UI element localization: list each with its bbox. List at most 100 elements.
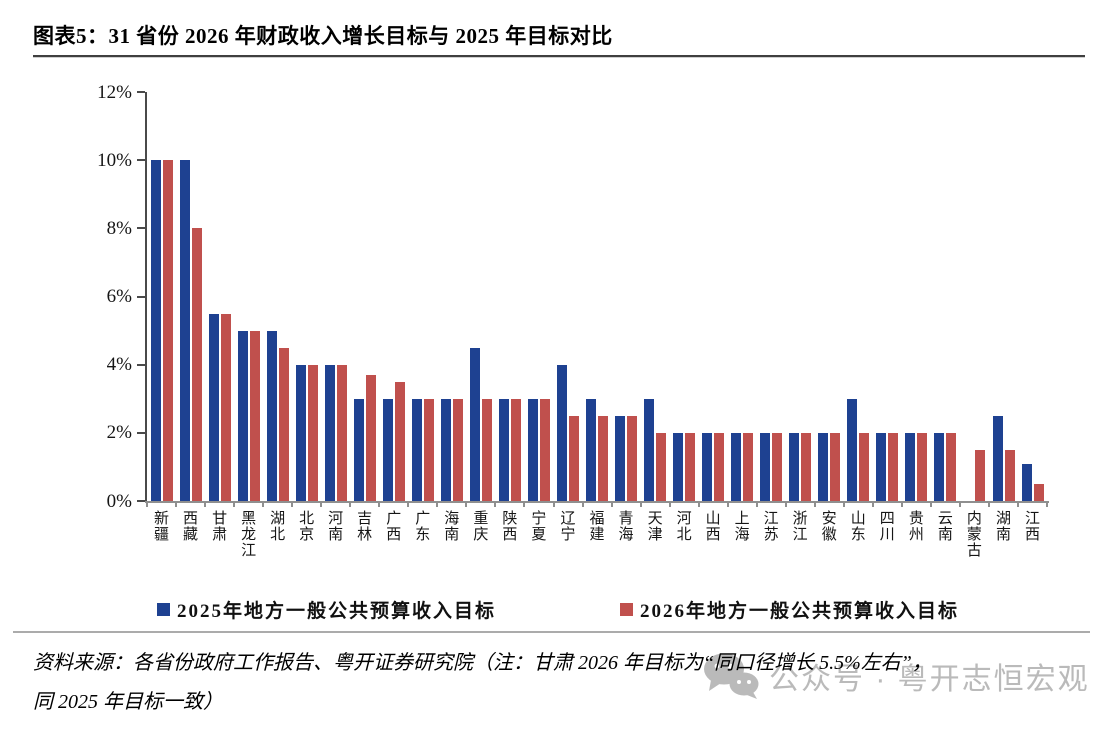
y-axis-tick-label: 0% <box>106 490 132 512</box>
bar-2025 <box>905 432 916 501</box>
x-axis-label: 宁夏 <box>531 511 547 543</box>
x-axis-label: 广东 <box>415 511 431 543</box>
bar-2025 <box>1021 463 1032 501</box>
x-axis-label: 内蒙古 <box>966 511 982 559</box>
x-axis-tick <box>610 501 613 507</box>
x-axis-label: 湖北 <box>270 511 286 543</box>
bar-2026 <box>162 160 173 501</box>
y-axis-tick <box>137 295 145 298</box>
legend-item-2026: 2026年地方一般公共预算收入目标 <box>620 596 959 623</box>
bar-2025 <box>934 432 945 501</box>
x-axis-tick <box>262 501 265 507</box>
bar-2026 <box>888 432 899 501</box>
source-note-line2: 同 2025 年目标一致） <box>33 691 223 713</box>
bar-2025 <box>818 432 829 501</box>
bar-2026 <box>598 415 608 501</box>
bar-2026 <box>510 398 521 501</box>
bar-2026 <box>365 374 376 501</box>
bar-2025 <box>179 160 190 501</box>
x-axis-tick <box>320 501 323 507</box>
bar-2025 <box>847 398 858 501</box>
bar-2026 <box>830 432 841 501</box>
x-axis-tick <box>291 501 294 507</box>
y-axis-tick-label: 12% <box>97 81 132 103</box>
x-axis-label: 云南 <box>937 511 953 543</box>
y-axis-tick-label: 2% <box>106 422 132 444</box>
x-axis-tick <box>813 501 816 507</box>
x-axis-tick <box>987 501 990 507</box>
x-axis-tick <box>523 501 526 507</box>
x-axis-label: 天津 <box>647 511 663 543</box>
x-axis-tick <box>871 501 874 507</box>
x-axis-tick <box>929 501 932 507</box>
bar-2025 <box>557 364 567 501</box>
x-axis-label: 安徽 <box>821 511 837 543</box>
x-axis-tick <box>726 501 729 507</box>
x-axis-tick <box>958 501 961 507</box>
bar-2026 <box>975 449 986 501</box>
bar-2025 <box>295 364 306 501</box>
title-divider <box>33 55 1085 58</box>
x-axis-label: 浙江 <box>792 511 808 543</box>
bar-2026 <box>278 347 289 501</box>
x-axis-tick <box>1046 501 1048 507</box>
x-axis-tick <box>378 501 381 507</box>
bar-2026 <box>859 432 870 501</box>
bar-2025 <box>353 398 364 501</box>
x-axis-tick <box>494 501 497 507</box>
x-axis-label: 广西 <box>386 511 402 543</box>
bar-2025 <box>702 432 713 501</box>
y-axis-tick <box>137 159 145 162</box>
bar-2026 <box>191 228 202 501</box>
x-axis-tick <box>146 501 148 507</box>
bar-2026 <box>627 415 637 501</box>
bar-2025 <box>324 364 335 501</box>
bar-2025 <box>266 330 277 501</box>
x-axis-tick <box>639 501 642 507</box>
x-axis-tick <box>668 501 671 507</box>
bar-2026 <box>569 415 579 501</box>
bar-chart: 新疆 西藏 甘肃 黑龙江 湖北 北京 河南 吉林 广西 广东 海南 重庆 陕西 宁夏 辽宁 福建 青海 天津 河北山… <box>97 83 1049 559</box>
bar-2026 <box>801 432 812 501</box>
y-axis-tick <box>137 500 145 502</box>
bar-2025 <box>237 330 248 501</box>
x-axis-label: 福建 <box>589 511 605 543</box>
y-axis-tick-label: 6% <box>106 286 132 307</box>
bar-2026 <box>307 364 318 501</box>
x-axis-tick <box>233 501 236 507</box>
x-axis-label: 西藏 <box>182 511 198 543</box>
bar-2026 <box>452 398 463 501</box>
bar-2026 <box>394 381 405 501</box>
x-axis-label: 甘肃 <box>212 511 228 543</box>
x-axis-tick <box>175 501 177 507</box>
y-axis-tick-label: 4% <box>106 354 132 376</box>
bar-2026 <box>714 432 725 501</box>
x-axis-label: 重庆 <box>473 511 489 543</box>
bar-2026 <box>656 432 667 501</box>
bar-2026 <box>685 432 696 501</box>
x-axis-label: 江西 <box>1024 511 1040 543</box>
x-axis-tick <box>842 501 845 507</box>
bar-2025 <box>876 432 887 501</box>
x-axis-label: 上海 <box>734 511 750 543</box>
x-axis-tick <box>755 501 758 507</box>
x-axis-tick <box>784 501 787 507</box>
x-axis-label: 新疆 <box>153 511 169 543</box>
legend-label-2026: 2026年地方一般公共预算收入目标 <box>640 601 960 622</box>
x-axis-label: 湖南 <box>995 511 1011 543</box>
x-axis-tick <box>204 501 207 507</box>
bar-2025 <box>760 432 771 501</box>
x-axis-label: 四川 <box>879 511 895 543</box>
source-note: 资料来源：各省份政府工作报告、粤开证券研究院（注：甘肃 2026 年目标为“同口… <box>33 644 1098 722</box>
bar-2025 <box>789 432 800 501</box>
bar-2025 <box>469 347 480 501</box>
bar-2026 <box>917 432 928 501</box>
legend-item-2025: 2025年地方一般公共预算收入目标 <box>157 596 496 623</box>
bar-2025 <box>586 398 596 501</box>
x-axis-label: 河北 <box>676 511 692 543</box>
x-axis-label: 山西 <box>705 511 721 543</box>
footer-divider <box>13 631 1090 633</box>
x-axis-label: 海南 <box>444 511 460 543</box>
x-axis-label: 吉林 <box>357 511 373 543</box>
bar-2026 <box>481 398 492 501</box>
